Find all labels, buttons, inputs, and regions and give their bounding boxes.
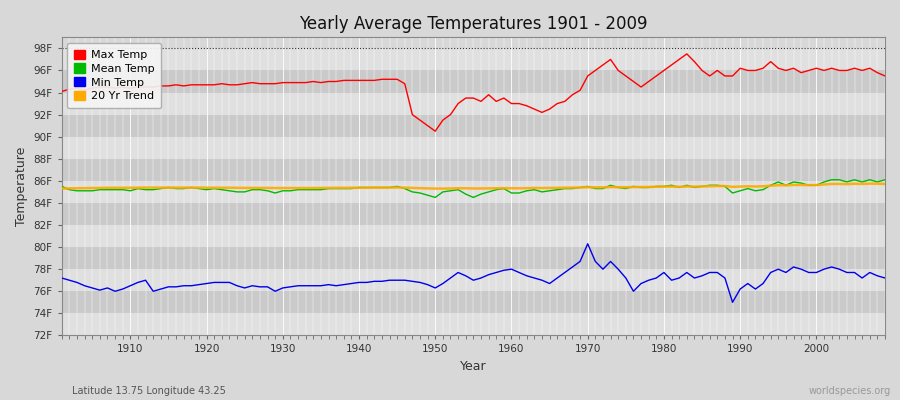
Bar bbox=[62, 313, 885, 336]
Bar bbox=[62, 203, 885, 225]
Title: Yearly Average Temperatures 1901 - 2009: Yearly Average Temperatures 1901 - 2009 bbox=[299, 15, 648, 33]
Bar bbox=[62, 159, 885, 181]
Bar bbox=[62, 269, 885, 291]
X-axis label: Year: Year bbox=[460, 360, 487, 373]
Legend: Max Temp, Mean Temp, Min Temp, 20 Yr Trend: Max Temp, Mean Temp, Min Temp, 20 Yr Tre… bbox=[68, 43, 161, 108]
Text: worldspecies.org: worldspecies.org bbox=[809, 386, 891, 396]
Bar bbox=[62, 92, 885, 115]
Bar bbox=[62, 225, 885, 247]
Bar bbox=[62, 137, 885, 159]
Bar bbox=[62, 48, 885, 70]
Bar bbox=[62, 70, 885, 92]
Bar bbox=[62, 291, 885, 313]
Y-axis label: Temperature: Temperature bbox=[15, 147, 28, 226]
Bar bbox=[62, 115, 885, 137]
Bar bbox=[62, 247, 885, 269]
Text: Latitude 13.75 Longitude 43.25: Latitude 13.75 Longitude 43.25 bbox=[72, 386, 226, 396]
Bar bbox=[62, 181, 885, 203]
